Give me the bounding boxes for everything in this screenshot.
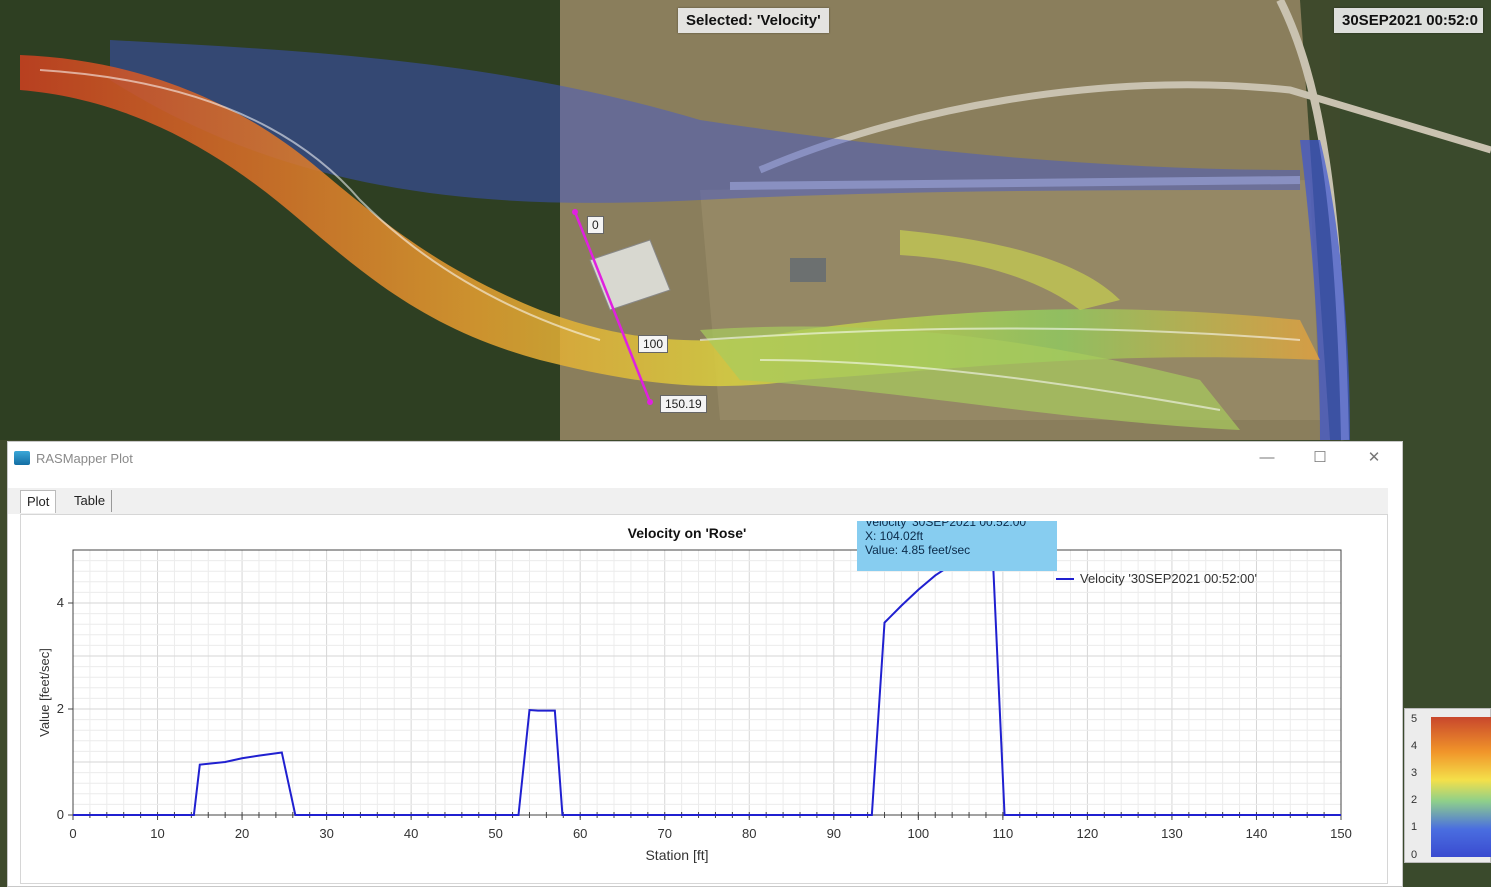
x-tick-label: 40 [404,826,418,841]
maximize-button[interactable]: ☐ [1313,449,1327,466]
close-button[interactable]: ✕ [1367,449,1381,466]
transect-station-label-end: 150.19 [660,395,707,413]
x-axis-label: Station [ft] [645,847,708,863]
x-tick-label: 90 [827,826,841,841]
y-tick-label: 0 [57,807,64,822]
velocity-color-legend: 5 4 3 2 1 0 [1404,708,1491,863]
x-tick-label: 130 [1161,826,1183,841]
chart-title: Velocity on 'Rose' [628,525,747,541]
tab-table[interactable]: Table [68,490,113,512]
x-tick-label: 10 [150,826,164,841]
x-tick-label: 150 [1330,826,1352,841]
velocity-chart[interactable]: Velocity on 'Rose'0 10 20 30 40 50 60 70 80 90 100… [21,515,1387,883]
app-icon [14,451,30,465]
y-axis-label: Value [feet/sec] [37,648,52,737]
x-tick-label: 100 [907,826,929,841]
data-point-tooltip: Velocity '30SEP2021 00:52:00' X: 104.02f… [857,521,1057,571]
color-ramp [1431,717,1491,857]
y-tick-label: 4 [57,595,64,610]
window-title: RASMapper Plot [36,451,133,466]
tab-bar: Plot Table [8,488,1388,514]
x-tick-label: 60 [573,826,587,841]
minimize-button[interactable]: — [1259,449,1275,466]
tooltip-value: Value: 4.85 feet/sec [865,543,971,557]
transect-station-label-start: 0 [587,216,604,234]
rasmapper-plot-window: RASMapper Plot — ☐ ✕ Plot Table Velocity… [7,441,1403,887]
x-tick-label: 110 [992,826,1013,841]
x-tick-label: 70 [657,826,671,841]
selected-layer-label: Selected: 'Velocity' [678,8,829,33]
colorbar-tick: 0 [1411,849,1418,861]
tab-plot[interactable]: Plot [20,490,57,513]
legend-entry: Velocity '30SEP2021 00:52:00' [1080,571,1257,586]
x-tick-label: 30 [319,826,333,841]
map-timestamp-label: 30SEP2021 00:52:0 [1334,8,1483,33]
velocity-series-line [73,548,1341,816]
x-tick-label: 20 [235,826,249,841]
x-tick-label: 80 [742,826,756,841]
tooltip-x: X: 104.02ft [865,529,924,543]
window-titlebar[interactable]: RASMapper Plot — ☐ ✕ [8,442,1402,474]
transect-station-label-mid: 100 [638,335,669,353]
plot-area[interactable]: Velocity on 'Rose' 0 10 20 30 40 50 60 70 80 90 100… [20,514,1388,884]
x-tick-label: 50 [488,826,502,841]
x-tick-label: 0 [69,826,76,841]
colorbar-tick: 1 [1411,821,1418,833]
colorbar-tick: 5 [1411,713,1418,725]
colorbar-tick: 2 [1411,794,1418,806]
plot-frame [72,549,1342,816]
colorbar-tick: 3 [1411,767,1418,779]
x-tick-label: 120 [1077,826,1099,841]
y-tick-label: 2 [57,701,64,716]
tooltip-series: Velocity '30SEP2021 00:52:00' [865,521,1029,529]
x-tick-label: 140 [1246,826,1268,841]
colorbar-tick: 4 [1411,740,1418,752]
